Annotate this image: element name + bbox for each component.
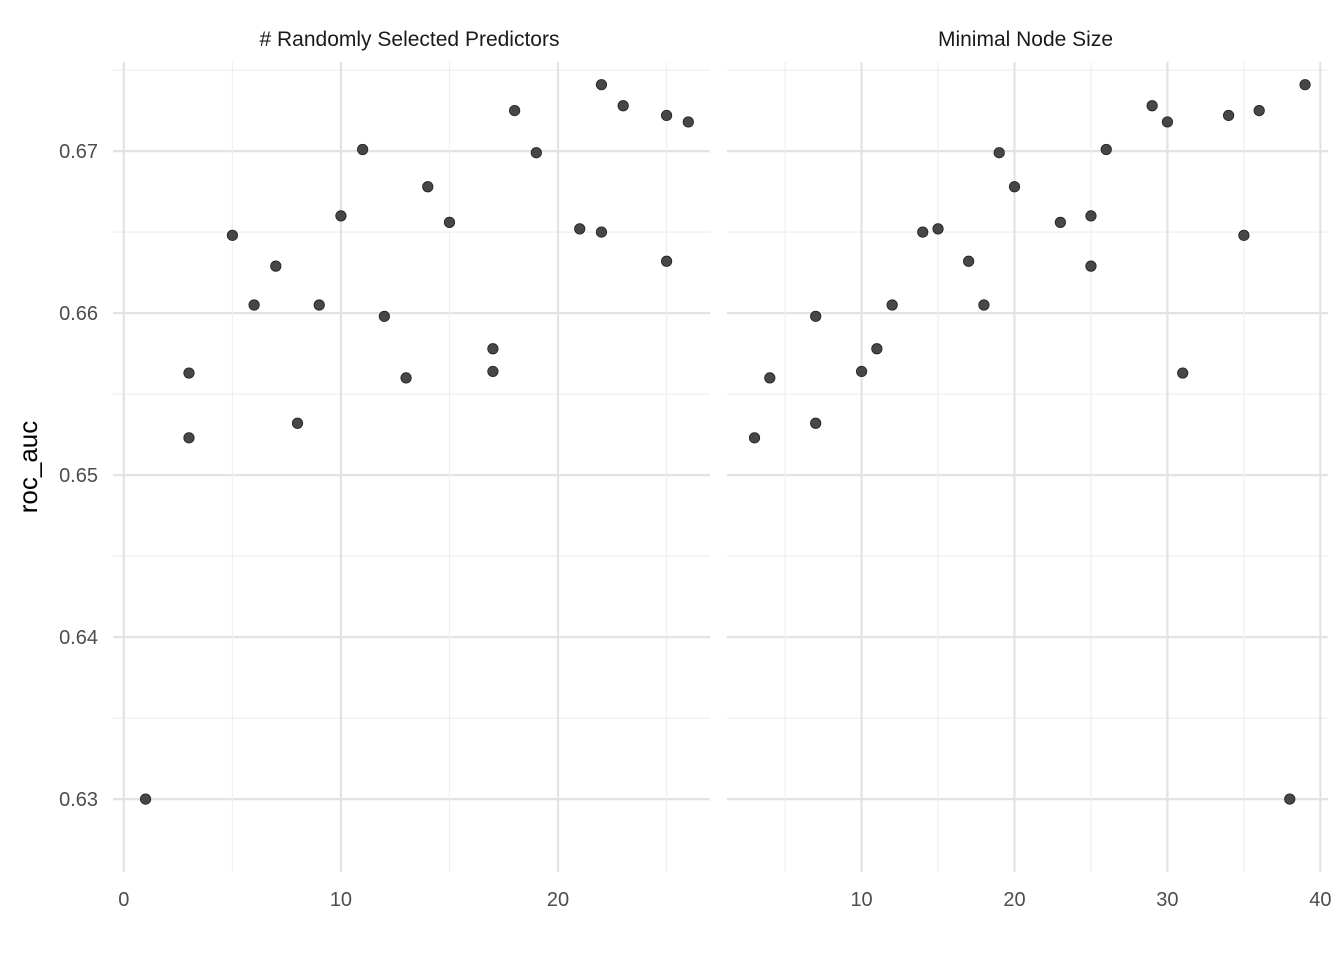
data-point	[810, 417, 822, 429]
facet-strip-title: # Randomly Selected Predictors	[260, 28, 560, 51]
data-point	[335, 210, 347, 222]
text-layer: 0 10 20 # Randomly Selected Predictors 10 20 3…	[13, 28, 1331, 911]
data-point	[978, 299, 990, 311]
x-tick-label: 10	[330, 889, 352, 911]
data-point	[871, 343, 883, 355]
data-point	[932, 223, 944, 235]
data-point	[1238, 229, 1250, 241]
y-tick-label: 0.66	[59, 303, 98, 325]
y-tick-label: 0.67	[59, 141, 98, 163]
grid-layer	[113, 62, 1328, 872]
data-point	[270, 260, 282, 272]
data-point	[183, 367, 195, 379]
data-point	[748, 432, 761, 444]
data-point	[595, 226, 608, 238]
data-point	[810, 310, 822, 322]
data-point	[313, 299, 325, 311]
data-point	[357, 143, 369, 156]
data-point	[139, 793, 152, 805]
data-point	[509, 105, 521, 117]
data-point	[248, 299, 260, 311]
data-point	[764, 372, 776, 384]
data-point	[530, 147, 542, 159]
data-point	[443, 216, 456, 228]
data-point	[682, 116, 694, 128]
data-point	[400, 372, 412, 384]
data-point	[422, 181, 434, 193]
points-layer	[139, 79, 1311, 805]
data-point	[1054, 216, 1066, 228]
data-point	[574, 223, 586, 235]
data-point	[1299, 79, 1311, 91]
y-tick-label: 0.63	[59, 789, 98, 811]
data-point	[1008, 181, 1021, 193]
data-point	[886, 299, 898, 311]
data-point	[1161, 116, 1174, 128]
data-point	[1222, 109, 1235, 122]
data-point	[1284, 793, 1296, 805]
y-tick-label: 0.64	[59, 627, 98, 649]
x-tick-label: 20	[547, 889, 569, 911]
x-tick-label: 40	[1309, 889, 1331, 911]
x-tick-label: 10	[850, 889, 872, 911]
data-point	[183, 432, 195, 444]
data-point	[617, 100, 629, 112]
data-point	[487, 343, 499, 355]
data-point	[963, 255, 975, 267]
data-point	[487, 365, 499, 378]
data-point	[1253, 105, 1265, 117]
data-point	[291, 417, 304, 429]
data-point	[660, 109, 673, 122]
y-axis-title: roc_auc	[13, 421, 43, 514]
data-point	[378, 310, 390, 322]
data-point	[993, 147, 1005, 159]
data-point	[1146, 100, 1158, 112]
data-point	[1085, 210, 1097, 222]
facet-strip-title: Minimal Node Size	[938, 28, 1113, 51]
y-tick-label: 0.65	[59, 465, 98, 487]
data-point	[595, 79, 608, 91]
x-tick-label: 20	[1003, 889, 1025, 911]
data-point	[1177, 367, 1189, 379]
data-point	[1100, 143, 1112, 156]
x-tick-label: 30	[1156, 889, 1178, 911]
data-point	[917, 226, 929, 238]
x-tick-label: 0	[118, 889, 129, 911]
data-point	[660, 255, 673, 267]
data-point	[855, 365, 868, 378]
data-point	[1085, 260, 1097, 272]
data-point	[226, 229, 238, 241]
